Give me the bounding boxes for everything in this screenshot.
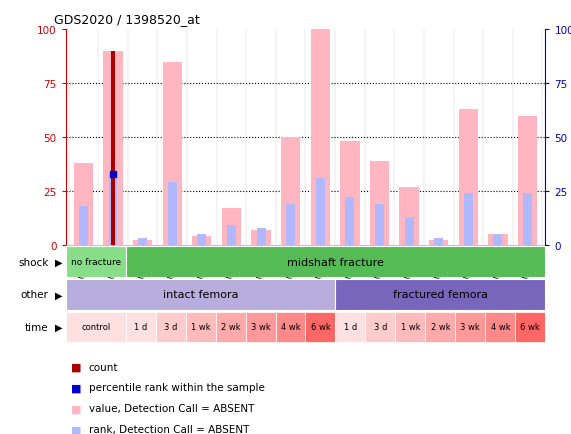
Bar — [138, 239, 147, 245]
Bar — [340, 142, 360, 245]
Bar — [485, 312, 515, 342]
Bar — [400, 187, 419, 245]
Bar — [103, 52, 123, 245]
Bar — [111, 52, 115, 245]
Bar — [66, 279, 335, 310]
Bar — [186, 312, 215, 342]
Bar — [316, 179, 325, 245]
Bar — [370, 161, 389, 245]
Text: 3 wk: 3 wk — [251, 323, 271, 332]
Text: no fracture: no fracture — [71, 258, 120, 266]
Bar — [311, 30, 330, 245]
Text: 1 d: 1 d — [344, 323, 357, 332]
Bar — [515, 312, 545, 342]
Bar — [488, 234, 508, 245]
Text: shock: shock — [18, 257, 49, 267]
Bar — [405, 217, 413, 245]
Bar — [518, 116, 537, 245]
Text: 1 d: 1 d — [134, 323, 147, 332]
Bar — [523, 194, 532, 245]
Bar — [222, 209, 241, 245]
Bar — [227, 226, 236, 245]
Bar — [429, 241, 448, 245]
Bar — [425, 312, 456, 342]
Text: fractured femora: fractured femora — [393, 290, 488, 299]
Bar — [305, 312, 335, 342]
Text: percentile rank within the sample: percentile rank within the sample — [89, 383, 264, 392]
Bar — [126, 247, 545, 278]
Bar — [335, 312, 365, 342]
Text: control: control — [81, 323, 110, 332]
Bar — [365, 312, 395, 342]
Bar — [286, 204, 295, 245]
Text: other: other — [21, 290, 49, 299]
Text: ▶: ▶ — [55, 290, 63, 299]
Text: ▶: ▶ — [55, 322, 63, 332]
Bar — [66, 247, 126, 278]
Bar — [459, 110, 478, 245]
Text: 4 wk: 4 wk — [490, 323, 510, 332]
Bar — [66, 312, 126, 342]
Text: ■: ■ — [71, 383, 82, 392]
Text: rank, Detection Call = ABSENT: rank, Detection Call = ABSENT — [89, 424, 249, 434]
Bar — [108, 174, 118, 245]
Bar — [275, 312, 305, 342]
Text: 6 wk: 6 wk — [311, 323, 331, 332]
Bar — [246, 312, 275, 342]
Text: ■: ■ — [71, 404, 82, 413]
Text: 4 wk: 4 wk — [281, 323, 300, 332]
Text: ▶: ▶ — [55, 257, 63, 267]
Text: 2 wk: 2 wk — [221, 323, 240, 332]
Bar — [126, 312, 155, 342]
Bar — [216, 312, 246, 342]
Bar — [464, 194, 473, 245]
Text: intact femora: intact femora — [163, 290, 238, 299]
Bar — [79, 207, 88, 245]
Text: midshaft fracture: midshaft fracture — [287, 257, 384, 267]
Bar — [335, 279, 545, 310]
Bar — [455, 312, 485, 342]
Bar — [256, 228, 266, 245]
Bar — [198, 234, 206, 245]
Text: ■: ■ — [71, 362, 82, 372]
Bar — [375, 204, 384, 245]
Bar — [395, 312, 425, 342]
Bar — [345, 198, 355, 245]
Bar — [168, 183, 176, 245]
Bar — [493, 234, 502, 245]
Bar — [435, 239, 443, 245]
Text: 1 wk: 1 wk — [191, 323, 210, 332]
Text: time: time — [25, 322, 49, 332]
Text: 3 d: 3 d — [374, 323, 387, 332]
Text: GDS2020 / 1398520_at: GDS2020 / 1398520_at — [54, 13, 200, 26]
Text: count: count — [89, 362, 118, 372]
Text: 2 wk: 2 wk — [431, 323, 450, 332]
Bar — [192, 237, 211, 245]
Bar — [251, 230, 271, 245]
Bar — [74, 164, 93, 245]
Text: 3 d: 3 d — [164, 323, 177, 332]
Bar — [281, 138, 300, 245]
Text: ■: ■ — [71, 424, 82, 434]
Bar — [155, 312, 186, 342]
Bar — [163, 62, 182, 245]
Text: 3 wk: 3 wk — [460, 323, 480, 332]
Text: 6 wk: 6 wk — [520, 323, 540, 332]
Bar — [133, 241, 152, 245]
Text: 1 wk: 1 wk — [401, 323, 420, 332]
Text: value, Detection Call = ABSENT: value, Detection Call = ABSENT — [89, 404, 254, 413]
